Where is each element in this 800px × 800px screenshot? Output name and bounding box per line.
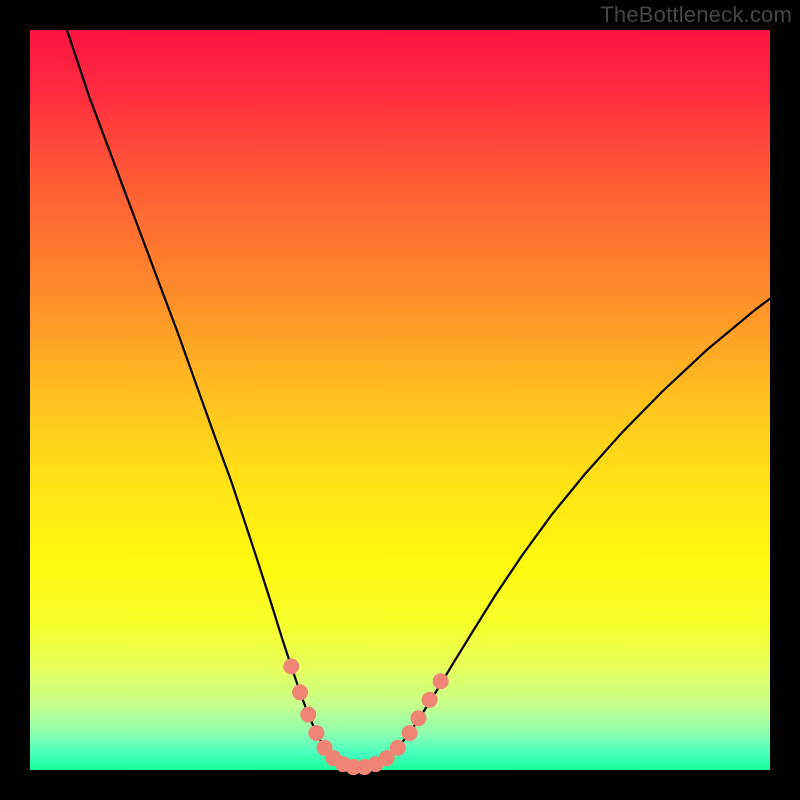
- bottleneck-curve: [67, 30, 770, 767]
- curve-marker: [402, 725, 418, 741]
- curve-markers: [283, 658, 448, 775]
- curve-marker: [308, 725, 324, 741]
- curve-marker: [283, 658, 299, 674]
- chart-svg: [30, 30, 770, 770]
- curve-marker: [433, 673, 449, 689]
- chart-frame: TheBottleneck.com: [0, 0, 800, 800]
- curve-marker: [300, 707, 316, 723]
- curve-marker: [411, 710, 427, 726]
- plot-area: [30, 30, 770, 770]
- curve-marker: [422, 692, 438, 708]
- curve-marker: [390, 740, 406, 756]
- curve-marker: [292, 684, 308, 700]
- watermark-text: TheBottleneck.com: [600, 2, 792, 28]
